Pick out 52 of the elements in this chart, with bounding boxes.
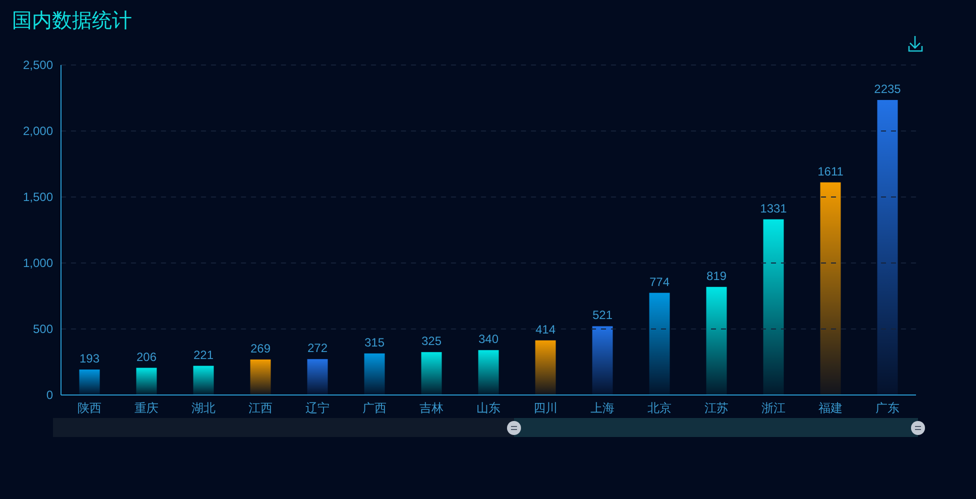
y-tick-label: 2,500 (22, 58, 54, 72)
bar (364, 353, 385, 395)
bar (193, 366, 214, 395)
x-tick-label: 陕西 (78, 401, 102, 415)
bar (535, 340, 556, 395)
chart-title: 国内数据统计 (12, 10, 132, 32)
data-label: 221 (193, 348, 214, 362)
bar (307, 359, 328, 395)
x-tick-label: 江苏 (704, 401, 728, 415)
data-label: 819 (706, 268, 727, 283)
x-tick-label: 浙江 (762, 401, 786, 415)
data-label: 272 (307, 341, 328, 356)
y-tick-label: 1,500 (22, 190, 54, 204)
data-label: 521 (592, 308, 613, 322)
x-tick-label: 四川 (534, 401, 558, 415)
data-label: 1331 (760, 201, 788, 216)
bar (820, 182, 841, 395)
x-tick-label: 江西 (248, 401, 272, 415)
x-tick-label: 上海 (590, 401, 614, 415)
y-tick-label: 1,000 (22, 256, 54, 270)
x-tick-label: 山东 (476, 401, 500, 415)
bar (592, 326, 613, 395)
data-label: 2235 (874, 82, 902, 96)
data-label: 774 (649, 274, 670, 289)
data-label: 269 (250, 341, 271, 356)
y-tick-label: 500 (32, 322, 54, 336)
data-label: 193 (79, 352, 100, 366)
x-tick-label: 辽宁 (306, 401, 330, 415)
bar (136, 368, 157, 395)
x-tick-label: 湖北 (192, 401, 216, 415)
data-label: 340 (478, 332, 499, 346)
data-label: 1611 (818, 164, 844, 178)
bar (478, 350, 499, 395)
bar (79, 370, 100, 395)
y-tick-label: 0 (46, 388, 54, 402)
bar (250, 359, 271, 395)
x-tick-label: 广东 (876, 401, 900, 415)
data-label: 206 (136, 350, 157, 364)
bar (706, 286, 727, 395)
x-tick-label: 福建 (818, 401, 842, 415)
data-label: 325 (421, 334, 442, 348)
x-tick-label: 吉林 (420, 401, 444, 415)
data-label: 414 (535, 322, 556, 336)
x-tick-label: 北京 (648, 401, 672, 415)
x-tick-label: 重庆 (134, 401, 158, 415)
bar (649, 292, 670, 395)
y-tick-label: 2,000 (22, 124, 54, 138)
x-tick-label: 广西 (362, 401, 386, 415)
bar (877, 100, 898, 395)
bar (763, 219, 784, 395)
bar (421, 352, 442, 395)
data-label: 315 (364, 335, 385, 350)
